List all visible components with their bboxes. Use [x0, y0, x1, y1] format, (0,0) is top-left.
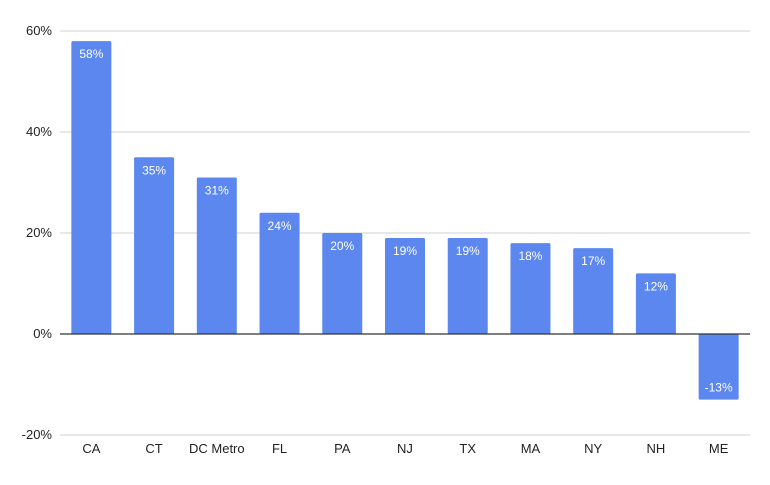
x-category-label: NY	[584, 441, 602, 456]
x-category-label: DC Metro	[189, 441, 245, 456]
data-label: 19%	[393, 244, 417, 258]
bar-ma	[510, 243, 551, 334]
data-label: 20%	[330, 239, 354, 253]
x-category-label: PA	[334, 441, 351, 456]
data-label: 24%	[268, 219, 292, 233]
data-label: 31%	[205, 183, 229, 197]
data-labels: 58% 35% 31% 24% 20% 19% 19% 18% 17% 12% -13%	[79, 47, 733, 395]
data-label: 17%	[581, 254, 605, 268]
y-tick-label: 60%	[26, 23, 52, 38]
data-label: 35%	[142, 163, 166, 177]
bar-tx	[447, 238, 488, 334]
bar-ct	[134, 157, 175, 334]
bar-dc-metro	[196, 177, 237, 334]
x-category-label: NJ	[397, 441, 413, 456]
y-tick-label: -20%	[22, 427, 53, 442]
y-tick-label: 20%	[26, 225, 52, 240]
data-label: 58%	[79, 47, 103, 61]
bar-me	[698, 334, 739, 400]
gridlines	[60, 30, 750, 436]
bars	[71, 41, 739, 400]
y-axis-ticks: -20% 0% 20% 40% 60%	[22, 23, 53, 442]
data-label: -13%	[705, 381, 733, 395]
bar-ny	[573, 248, 614, 334]
x-category-label: FL	[272, 441, 287, 456]
x-category-label: ME	[709, 441, 729, 456]
bar-nh	[635, 273, 676, 334]
bar-fl	[259, 212, 300, 334]
data-label: 19%	[456, 244, 480, 258]
bar-ca	[71, 41, 112, 334]
x-axis-categories: CA CT DC Metro FL PA NJ TX MA NY NH ME	[82, 441, 728, 456]
y-tick-label: 40%	[26, 124, 52, 139]
x-category-label: CA	[82, 441, 100, 456]
x-category-label: NH	[647, 441, 666, 456]
bar-pa	[322, 233, 363, 334]
y-tick-label: 0%	[33, 326, 52, 341]
x-category-label: TX	[459, 441, 476, 456]
data-label: 18%	[518, 249, 542, 263]
x-category-label: MA	[521, 441, 541, 456]
x-category-label: CT	[145, 441, 162, 456]
bar-nj	[385, 238, 425, 334]
data-label: 12%	[644, 279, 668, 293]
